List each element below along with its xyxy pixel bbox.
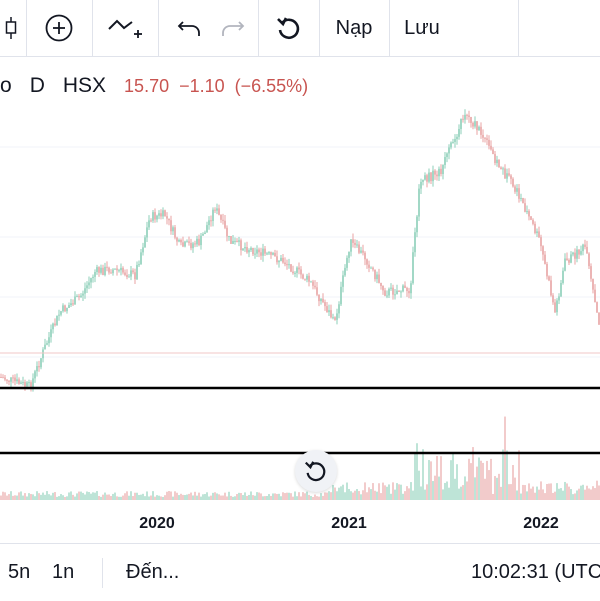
- load-button[interactable]: Nạp: [320, 0, 388, 56]
- range-1y-label: 1n: [52, 561, 75, 583]
- range-5y-button[interactable]: 5n: [8, 544, 30, 601]
- reset-chart-icon: [304, 461, 326, 482]
- time-label: 2020: [139, 515, 175, 532]
- goto-date-button[interactable]: Đến...: [126, 544, 179, 601]
- save-button[interactable]: Lưu: [390, 0, 454, 56]
- time-label: 2022: [523, 515, 559, 532]
- symbol-legend: o D HSX 15.70 −1.10 (−6.55%): [0, 70, 318, 102]
- price-chart[interactable]: [0, 57, 600, 505]
- add-compare-button[interactable]: [27, 0, 91, 56]
- redo-button[interactable]: [214, 0, 250, 56]
- redo-icon: [222, 21, 245, 36]
- symbol-name[interactable]: o: [0, 74, 12, 97]
- reset-chart-button[interactable]: [295, 450, 337, 492]
- plus-circle-icon: [45, 14, 73, 42]
- load-label: Nạp: [335, 16, 373, 39]
- top-toolbar: Nạp Lưu: [0, 0, 600, 57]
- save-label: Lưu: [404, 16, 440, 39]
- goto-date-label: Đến...: [126, 561, 180, 583]
- time-label: 2021: [331, 515, 367, 532]
- price-change-percent: (−6.55%): [234, 75, 309, 96]
- reset-button[interactable]: [259, 0, 319, 56]
- exchange-label: HSX: [62, 74, 107, 97]
- price-change: −1.10: [179, 75, 225, 96]
- interval-label[interactable]: D: [29, 74, 45, 97]
- bottom-toolbar: 5n 1n Đến... 10:02:31 (UTC: [0, 543, 600, 601]
- clock-timezone[interactable]: 10:02:31 (UTC: [471, 544, 600, 601]
- last-price: 15.70: [124, 75, 170, 96]
- rotate-ccw-icon: [277, 17, 300, 40]
- time-axis[interactable]: 2020 2021 2022: [0, 505, 600, 543]
- indicators-icon: [108, 19, 142, 38]
- chart-pane[interactable]: [0, 57, 600, 505]
- clock-text: 10:02:31 (UTC: [471, 561, 600, 583]
- candlestick-icon[interactable]: [0, 0, 22, 56]
- undo-button[interactable]: [172, 0, 208, 56]
- range-5y-label: 5n: [8, 561, 31, 583]
- indicators-button[interactable]: [93, 0, 157, 56]
- range-1y-button[interactable]: 1n: [52, 544, 74, 601]
- undo-icon: [177, 21, 200, 36]
